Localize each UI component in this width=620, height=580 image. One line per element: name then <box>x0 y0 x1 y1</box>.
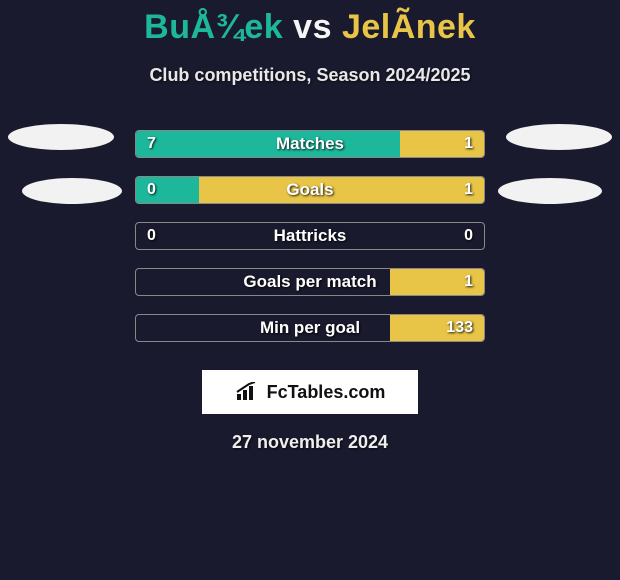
team-badge-placeholder <box>8 124 114 150</box>
team-badge-placeholder <box>498 178 602 204</box>
stats-rows: 7 Matches 1 0 Goals 1 0 Hattricks 0 <box>0 130 620 360</box>
subtitle: Club competitions, Season 2024/2025 <box>0 65 620 86</box>
bar-track <box>135 268 485 296</box>
bar-right-fill <box>400 131 484 157</box>
bar-right-fill <box>390 269 484 295</box>
source-logo: FcTables.com <box>202 370 418 414</box>
date: 27 november 2024 <box>0 432 620 453</box>
stat-row-hattricks: 0 Hattricks 0 <box>0 222 620 268</box>
bar-track <box>135 176 485 204</box>
bar-track <box>135 222 485 250</box>
logo-text: FcTables.com <box>267 382 386 403</box>
bar-left-fill <box>136 177 199 203</box>
chart-icon <box>235 382 261 402</box>
widget-root: BuÅ¾ek vs JelÃ­nek Club competitions, Se… <box>0 0 620 453</box>
title-vs: vs <box>283 8 342 46</box>
bar-right-fill <box>390 315 484 341</box>
stat-row-goals-per-match: Goals per match 1 <box>0 268 620 314</box>
team-badge-placeholder <box>22 178 122 204</box>
team-badge-placeholder <box>506 124 612 150</box>
bar-left-fill <box>136 131 400 157</box>
bar-track <box>135 314 485 342</box>
bar-right-fill <box>199 177 484 203</box>
page-title: BuÅ¾ek vs JelÃ­nek <box>0 0 620 47</box>
bar-track <box>135 130 485 158</box>
title-player2: JelÃ­nek <box>342 8 476 46</box>
title-player1: BuÅ¾ek <box>144 8 283 46</box>
stat-row-min-per-goal: Min per goal 133 <box>0 314 620 360</box>
